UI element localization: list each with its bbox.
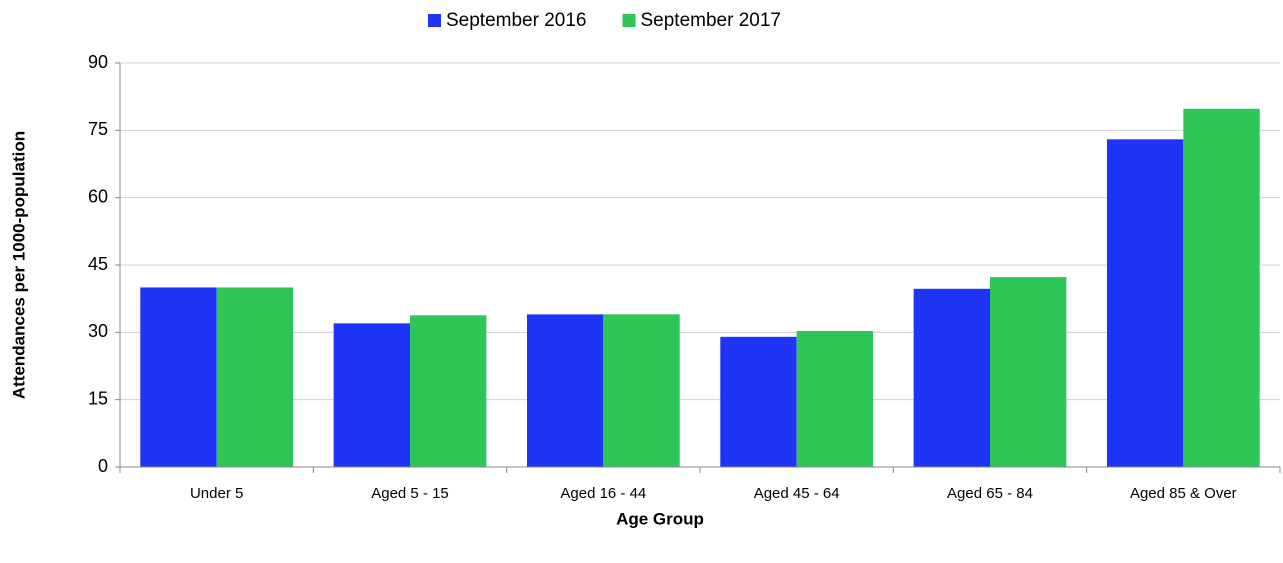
- y-tick-label: 0: [98, 456, 108, 476]
- y-axis-label: Attendances per 1000-population: [9, 131, 28, 399]
- bar: [1106, 139, 1184, 468]
- x-tick-label: Under 5: [190, 485, 243, 502]
- bar: [333, 323, 410, 467]
- x-tick-label: Aged 5 - 15: [371, 485, 449, 502]
- y-tick-label: 30: [88, 321, 108, 341]
- x-tick-label: Aged 85 & Over: [1130, 485, 1237, 502]
- y-tick-label: 90: [88, 52, 108, 72]
- bar: [796, 330, 874, 467]
- bar: [410, 315, 487, 467]
- bar: [216, 287, 294, 467]
- x-tick-label: Aged 65 - 84: [947, 485, 1033, 502]
- bar: [990, 277, 1067, 467]
- legend-swatch: [428, 14, 441, 27]
- bar: [526, 314, 604, 467]
- y-tick-label: 75: [88, 119, 108, 139]
- bar: [140, 287, 217, 467]
- bar: [913, 288, 990, 467]
- bar: [603, 314, 680, 467]
- y-tick-label: 45: [88, 254, 108, 274]
- legend-label: September 2016: [446, 10, 587, 31]
- x-tick-label: Aged 45 - 64: [754, 485, 840, 502]
- bar: [720, 336, 797, 467]
- y-tick-label: 15: [88, 388, 108, 408]
- x-axis-label: Age Group: [616, 509, 704, 528]
- legend-swatch: [622, 14, 636, 27]
- legend-label: September 2017: [641, 10, 782, 31]
- y-tick-label: 60: [88, 186, 108, 206]
- bar: [1183, 108, 1260, 467]
- x-tick-label: Aged 16 - 44: [560, 485, 646, 502]
